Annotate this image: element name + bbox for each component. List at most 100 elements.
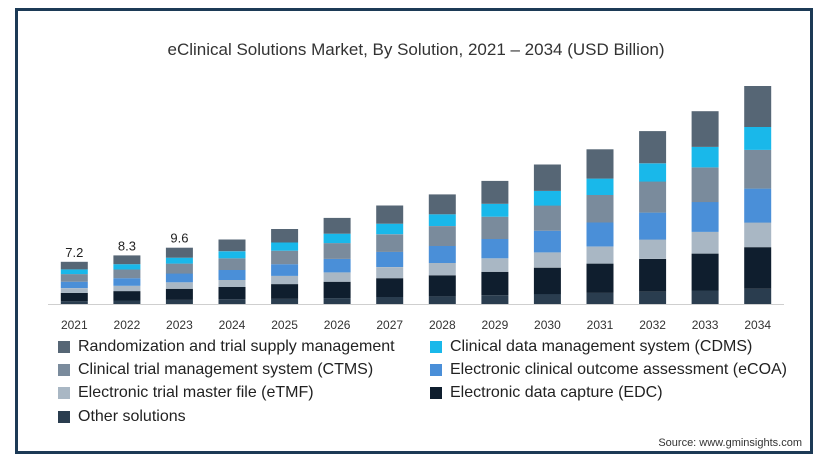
- x-tick-label-2034: 2034: [744, 318, 771, 332]
- bar-segment-2028-2: [428, 263, 456, 276]
- bar-segment-2027-1: [376, 278, 404, 297]
- bar-segment-2026-3: [323, 258, 351, 273]
- bar-segment-2026-0: [323, 298, 351, 304]
- chart-frame: [15, 8, 813, 454]
- x-tick-label-2021: 2021: [61, 318, 88, 332]
- bar-segment-2023-0: [165, 299, 193, 304]
- bar-segment-2030-1: [533, 267, 561, 295]
- legend-label: Other solutions: [78, 408, 186, 425]
- legend-label: Electronic clinical outcome assessment (…: [450, 361, 788, 378]
- legend-swatch: [430, 364, 442, 376]
- bar-segment-2023-5: [165, 257, 193, 264]
- bar-segment-2031-2: [586, 246, 614, 264]
- bar-segment-2028-5: [428, 214, 456, 226]
- bar-segment-2030-6: [533, 164, 561, 191]
- legend-label: Clinical data management system (CDMS): [450, 338, 753, 355]
- bar-segment-2026-2: [323, 272, 351, 282]
- bar-segment-2028-3: [428, 246, 456, 263]
- x-tick-label-2033: 2033: [692, 318, 719, 332]
- bar-segment-2021-1: [60, 292, 88, 302]
- bar-segment-2029-3: [481, 239, 509, 259]
- legend-label: Electronic trial master file (eTMF): [78, 384, 314, 401]
- bar-segment-2023-1: [165, 288, 193, 300]
- x-tick-label-2024: 2024: [219, 318, 246, 332]
- x-tick-label-2025: 2025: [271, 318, 298, 332]
- bar-segment-2033-0: [691, 290, 719, 304]
- bar-segment-2029-1: [481, 271, 509, 296]
- bar-segment-2030-3: [533, 230, 561, 253]
- bar-segment-2030-4: [533, 205, 561, 231]
- bar-segment-2025-4: [271, 250, 299, 265]
- bar-segment-2027-2: [376, 267, 404, 279]
- bar-segment-2022-2: [113, 285, 141, 292]
- bar-segment-2021-3: [60, 281, 88, 289]
- legend-item: Clinical trial management system (CTMS): [58, 361, 373, 379]
- bar-segment-2022-1: [113, 291, 141, 301]
- total-label-2023: 9.6: [170, 231, 188, 246]
- bar-segment-2033-4: [691, 167, 719, 203]
- bar-segment-2022-0: [113, 300, 141, 304]
- bar-segment-2034-0: [744, 288, 772, 304]
- x-tick-label-2030: 2030: [534, 318, 561, 332]
- bar-segment-2024-6: [218, 239, 246, 252]
- x-tick-label-2023: 2023: [166, 318, 193, 332]
- bar-segment-2024-4: [218, 258, 246, 270]
- bar-segment-2034-4: [744, 149, 772, 189]
- bar-segment-2033-1: [691, 253, 719, 291]
- legend-swatch: [58, 411, 70, 423]
- stacked-bar-chart: 2021 7.2 2022 8.3 2023 9.6 2024 2025 2026 2027 202…: [48, 86, 784, 332]
- chart-title: eClinical Solutions Market, By Solution,…: [167, 40, 665, 59]
- bar-segment-2029-2: [481, 258, 509, 272]
- bar-segment-2028-0: [428, 296, 456, 304]
- bar-segment-2030-2: [533, 252, 561, 268]
- bar-segment-2029-4: [481, 216, 509, 239]
- legend-swatch: [58, 387, 70, 399]
- bar-segment-2021-6: [60, 261, 88, 270]
- bar-segment-2031-4: [586, 195, 614, 223]
- legend-swatch: [58, 364, 70, 376]
- total-label-2021: 7.2: [65, 245, 83, 260]
- x-tick-label-2028: 2028: [429, 318, 456, 332]
- legend-item: Randomization and trial supply managemen…: [58, 338, 395, 356]
- bar-segment-2023-4: [165, 263, 193, 274]
- bar-segment-2032-4: [639, 181, 667, 213]
- bar-segment-2028-6: [428, 194, 456, 215]
- bar-segment-2026-6: [323, 217, 351, 234]
- bar-segment-2024-0: [218, 299, 246, 304]
- x-tick-label-2032: 2032: [639, 318, 666, 332]
- bar-segment-2031-0: [586, 292, 614, 304]
- bar-segment-2025-5: [271, 242, 299, 251]
- bar-segment-2030-0: [533, 294, 561, 304]
- bar-segment-2023-3: [165, 273, 193, 283]
- bar-segment-2032-2: [639, 239, 667, 259]
- bar-segment-2024-1: [218, 287, 246, 300]
- bar-segment-2034-3: [744, 188, 772, 223]
- bar-segment-2025-1: [271, 284, 299, 299]
- bar-segment-2028-4: [428, 226, 456, 246]
- bar-segment-2028-1: [428, 275, 456, 297]
- bar-segment-2022-4: [113, 269, 141, 279]
- bar-segment-2026-5: [323, 233, 351, 244]
- x-tick-label-2031: 2031: [587, 318, 614, 332]
- legend-swatch: [430, 387, 442, 399]
- bar-segment-2021-0: [60, 301, 88, 304]
- bar-segment-2031-6: [586, 149, 614, 179]
- legend-swatch: [58, 341, 70, 353]
- bar-segment-2032-5: [639, 163, 667, 182]
- bar-segment-2032-0: [639, 291, 667, 304]
- bar-segment-2030-5: [533, 190, 561, 206]
- bar-segment-2022-6: [113, 255, 141, 265]
- bar-segment-2023-2: [165, 282, 193, 289]
- bar-segment-2024-5: [218, 251, 246, 259]
- source-note: Source: www.gminsights.com: [658, 437, 802, 449]
- legend-label: Electronic data capture (EDC): [450, 384, 663, 401]
- bar-segment-2033-2: [691, 231, 719, 254]
- bar-segment-2022-5: [113, 264, 141, 270]
- bar-segment-2032-1: [639, 258, 667, 292]
- x-tick-label-2029: 2029: [482, 318, 509, 332]
- x-tick-label-2027: 2027: [376, 318, 403, 332]
- bar-segment-2032-6: [639, 131, 667, 164]
- legend-item: Other solutions: [58, 408, 186, 426]
- bar-segment-2033-5: [691, 146, 719, 168]
- bar-segment-2031-1: [586, 263, 614, 293]
